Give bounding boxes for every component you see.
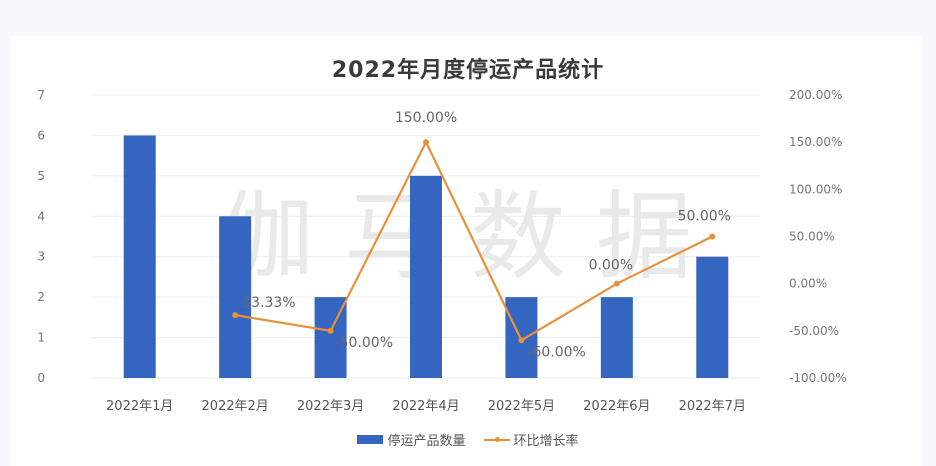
bar[interactable] <box>600 297 633 378</box>
x-axis-tick: 2022年2月 <box>201 399 268 414</box>
right-axis-tick: -50.00% <box>789 324 839 338</box>
line-swatch-icon <box>483 436 510 442</box>
left-axis-tick: 0 <box>37 371 45 385</box>
bar[interactable] <box>123 135 156 378</box>
line-point[interactable] <box>709 233 716 240</box>
right-axis-tick: 200.00% <box>789 88 842 102</box>
x-axis-tick: 2022年5月 <box>488 399 555 414</box>
growth-rate-line <box>234 139 713 342</box>
right-axis-tick: 50.00% <box>789 230 835 244</box>
line-data-label: 0.00% <box>589 258 633 274</box>
left-axis-tick: 1 <box>37 331 45 345</box>
legend-item-line[interactable]: 环比增长率 <box>483 430 579 449</box>
right-axis-tick: 150.00% <box>789 135 842 149</box>
left-axis-tick: 4 <box>37 209 45 223</box>
chart-title: 2022年月度停运产品统计 <box>331 58 605 83</box>
bar[interactable] <box>410 175 442 378</box>
line-point[interactable] <box>327 327 334 334</box>
right-axis-tick: 100.00% <box>789 182 842 196</box>
x-axis-tick: 2022年7月 <box>679 399 746 414</box>
bar[interactable] <box>696 256 729 378</box>
legend-label-line: 环比增长率 <box>513 434 579 449</box>
bar[interactable] <box>219 216 252 378</box>
x-axis-tick: 2022年6月 <box>583 399 650 414</box>
left-axis-tick: 2 <box>37 290 45 304</box>
x-axis-tick: 2022年4月 <box>392 399 459 414</box>
bar-swatch-icon <box>357 435 384 444</box>
right-axis-tick: -100.00% <box>789 371 847 385</box>
chart-card <box>10 36 922 466</box>
line-data-label: -60.00% <box>527 344 585 360</box>
right-axis-tick: 0.00% <box>789 277 827 291</box>
line-data-label: 150.00% <box>395 110 457 126</box>
line-point[interactable] <box>423 139 429 146</box>
x-axis-tick: 2022年3月 <box>297 399 364 414</box>
left-axis-tick: 7 <box>37 88 45 102</box>
left-axis-tick: 5 <box>37 169 45 183</box>
x-axis-tick: 2022年1月 <box>106 399 173 414</box>
line-data-label: -50.00% <box>335 335 393 351</box>
line-point[interactable] <box>232 312 239 319</box>
watermark: 伽马数据 <box>218 181 722 293</box>
legend-item-bar[interactable]: 停运产品数量 <box>357 430 466 449</box>
line-data-label: -33.33% <box>237 295 295 311</box>
left-axis-tick: 3 <box>37 250 45 264</box>
line-data-label: 50.00% <box>678 209 731 225</box>
line-point[interactable] <box>613 280 620 287</box>
legend-label-bar: 停运产品数量 <box>387 434 466 449</box>
left-axis-tick: 6 <box>37 128 45 142</box>
legend: 停运产品数量 环比增长率 <box>0 430 936 449</box>
line-point[interactable] <box>518 337 525 344</box>
